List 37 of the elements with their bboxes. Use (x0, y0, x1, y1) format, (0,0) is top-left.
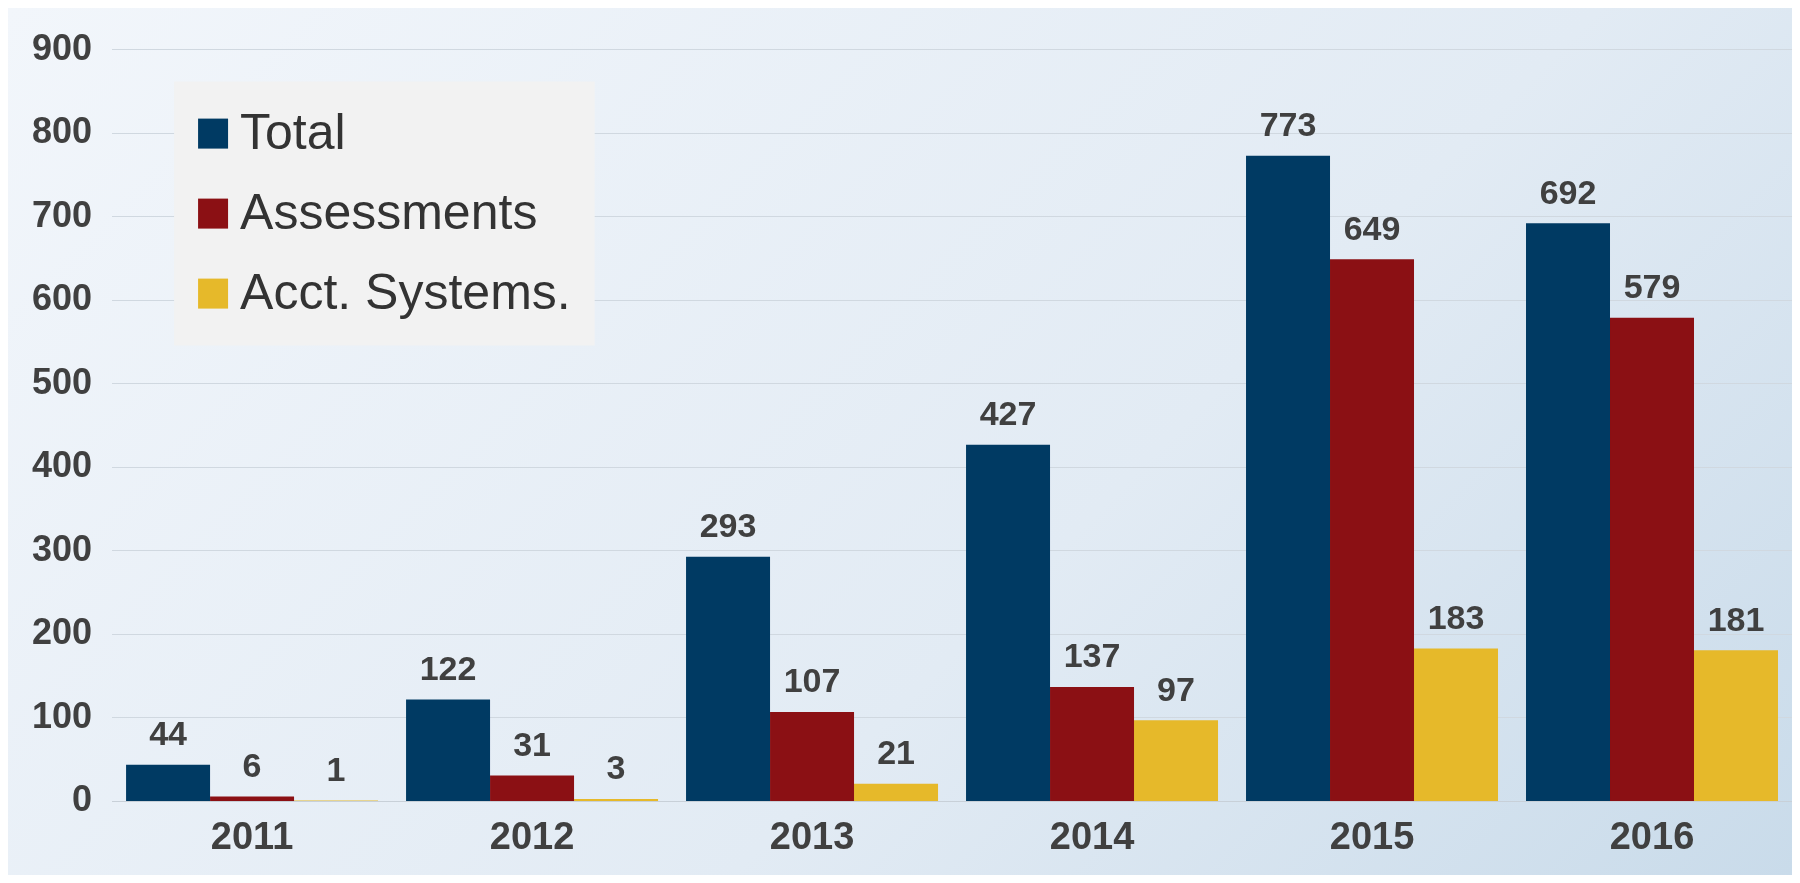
data-label: 692 (1539, 172, 1597, 211)
y-tick-label: 300 (31, 527, 93, 569)
y-tick-label: 100 (31, 694, 93, 736)
data-label: 293 (699, 506, 757, 545)
data-label: 44 (149, 714, 188, 753)
data-label: 649 (1343, 208, 1401, 247)
x-tick-label: 2013 (769, 814, 855, 857)
legend-label: Assessments (240, 184, 538, 241)
legend-label: Acct. Systems. (240, 264, 571, 321)
x-tick-label: 2012 (489, 814, 575, 857)
data-label: 107 (783, 661, 841, 700)
y-tick-label: 400 (31, 444, 93, 486)
x-tick-label: 2016 (1609, 814, 1695, 857)
data-label: 427 (979, 394, 1037, 433)
data-label: 3 (606, 748, 626, 787)
y-tick-label: 0 (72, 778, 93, 820)
y-tick-label: 500 (31, 360, 93, 402)
x-tick-label: 2015 (1329, 814, 1415, 857)
x-tick-label: 2014 (1049, 814, 1135, 857)
y-tick-label: 600 (31, 277, 93, 319)
y-tick-label: 800 (31, 110, 93, 152)
y-tick-label: 700 (31, 193, 93, 235)
data-label: 579 (1623, 267, 1681, 306)
data-label: 21 (877, 733, 915, 772)
data-label: 137 (1063, 636, 1121, 675)
data-label: 773 (1259, 105, 1317, 144)
legend-label: Total (240, 104, 346, 161)
y-tick-label: 200 (31, 611, 93, 653)
data-label: 1 (326, 749, 346, 788)
data-label: 122 (419, 648, 477, 687)
data-label: 6 (242, 745, 262, 784)
data-label: 31 (513, 724, 551, 763)
data-label: 181 (1707, 599, 1765, 638)
data-label: 183 (1427, 597, 1485, 636)
data-label: 97 (1157, 669, 1195, 708)
y-tick-label: 900 (31, 26, 93, 68)
x-tick-label: 2011 (210, 814, 294, 857)
